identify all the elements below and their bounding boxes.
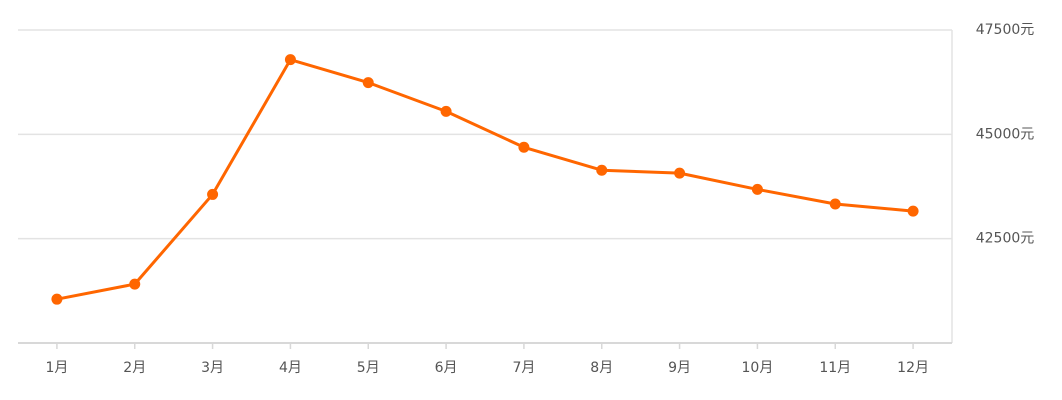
point xyxy=(440,105,452,117)
x-tick-label: 1月 xyxy=(45,360,68,376)
point xyxy=(751,183,763,195)
y-tick-label: 42500元 xyxy=(976,231,1035,247)
point xyxy=(362,77,374,89)
x-tick-label: 8月 xyxy=(590,360,613,376)
point xyxy=(51,293,63,305)
x-tick-label: 6月 xyxy=(435,360,458,376)
y-tick-label: 45000元 xyxy=(976,126,1035,142)
point xyxy=(207,188,219,200)
point xyxy=(829,198,841,210)
point xyxy=(907,205,919,217)
x-tick-label: 9月 xyxy=(668,360,691,376)
x-tick-label: 2月 xyxy=(123,360,146,376)
x-tick-label: 11月 xyxy=(819,360,851,376)
point xyxy=(129,278,141,290)
line xyxy=(56,58,914,301)
x-tick-label: 5月 xyxy=(357,360,380,376)
point xyxy=(284,54,296,66)
x-tick-label: 12月 xyxy=(897,360,929,376)
x-tick-label: 7月 xyxy=(512,360,535,376)
point xyxy=(596,164,608,176)
x-tick-label: 10月 xyxy=(742,360,774,376)
y-tick-label: 47500元 xyxy=(976,22,1035,38)
x-tick-label: 3月 xyxy=(201,360,224,376)
point xyxy=(674,167,686,179)
point xyxy=(518,141,530,153)
x-tick-label: 4月 xyxy=(279,360,302,376)
